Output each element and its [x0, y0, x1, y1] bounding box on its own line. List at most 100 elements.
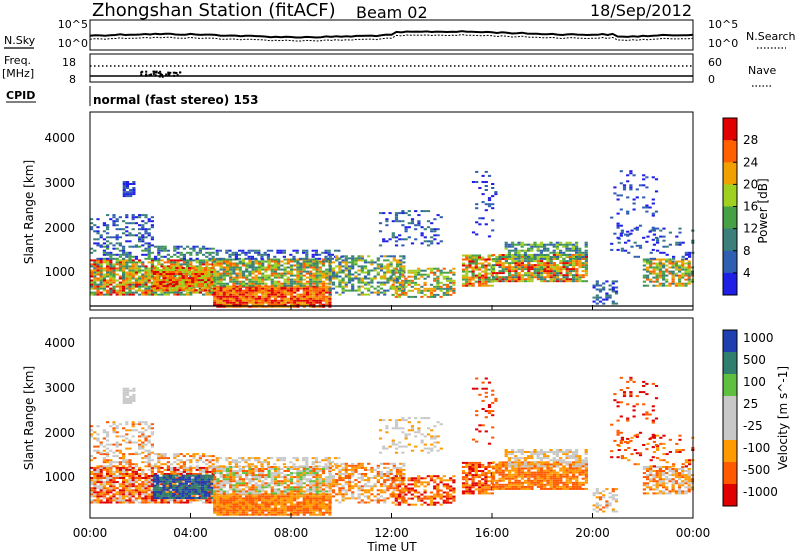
power-cell [378, 244, 383, 247]
power-cell [112, 216, 116, 219]
power-cell [318, 285, 322, 288]
velocity-cell [219, 511, 223, 514]
power-cell [267, 287, 271, 290]
power-cell [671, 278, 675, 281]
power-cell [181, 287, 185, 290]
power-cell [93, 249, 97, 252]
power-cell [423, 293, 427, 296]
power-cell [474, 264, 478, 267]
velocity-cell [141, 461, 145, 464]
power-cell [182, 247, 186, 250]
power-cell [261, 262, 265, 265]
power-cell [188, 269, 192, 271]
velocity-cell [219, 509, 223, 512]
power-cell [533, 268, 537, 271]
power-cell [439, 287, 443, 290]
velocity-cell [93, 449, 97, 452]
power-cell [312, 264, 316, 267]
velocity-cell [99, 493, 103, 496]
power-cell [559, 241, 563, 244]
power-cell [264, 276, 268, 279]
power-cell [302, 270, 306, 273]
power-cell [484, 209, 488, 212]
velocity-cell [195, 499, 199, 502]
velocity-cell [125, 429, 129, 432]
velocity-cell [118, 463, 122, 466]
power-cell [264, 297, 268, 300]
power-cell [584, 262, 588, 265]
power-cell [160, 275, 164, 278]
velocity-cell [112, 477, 116, 479]
velocity-cell [112, 461, 116, 464]
power-cell [620, 231, 624, 234]
power-cell [118, 287, 122, 290]
power-cell [452, 289, 456, 292]
power-cell [147, 275, 151, 278]
power-cell [194, 289, 198, 292]
power-cell [351, 285, 355, 288]
velocity-cell [90, 455, 94, 458]
power-cell [318, 280, 322, 283]
power-cell [552, 272, 556, 275]
power-cell [309, 293, 313, 296]
power-cell [131, 291, 135, 294]
power-cell [379, 277, 384, 280]
power-cell [150, 261, 154, 264]
power-cell [115, 261, 119, 264]
power-cell [474, 260, 478, 263]
velocity-cell [128, 487, 132, 490]
velocity-cell [222, 503, 226, 506]
power-cell [347, 261, 352, 264]
velocity-cell [150, 431, 154, 434]
power-cell [309, 272, 313, 275]
power-cell [654, 236, 659, 239]
velocity-cell [170, 489, 174, 492]
power-cell [232, 282, 236, 285]
velocity-cell [176, 468, 180, 471]
power-cell [213, 276, 217, 279]
power-cell [277, 287, 281, 290]
freq-point [154, 74, 157, 77]
power-cell [373, 277, 377, 280]
power-cell [289, 297, 294, 300]
velocity-cell [200, 497, 204, 499]
power-cell [385, 224, 389, 227]
power-cell [328, 279, 332, 282]
power-cell [96, 232, 100, 235]
velocity-cell [150, 423, 154, 426]
power-cell [681, 276, 685, 279]
power-cell [241, 258, 246, 261]
power-cell [273, 293, 278, 296]
velocity-cell [197, 474, 201, 477]
power-cell [286, 284, 290, 287]
velocity-cell [178, 486, 182, 489]
power-cell [298, 257, 302, 260]
power-cell [530, 278, 534, 281]
velocity-cell [210, 492, 214, 495]
power-cell [96, 273, 100, 276]
power-cell [527, 266, 531, 269]
power-cell [487, 262, 491, 265]
power-cell [391, 285, 395, 288]
velocity-cell [205, 468, 209, 471]
power-cell [261, 278, 265, 281]
power-cell [286, 301, 290, 304]
power-cell [498, 278, 502, 281]
freq-point [176, 74, 179, 77]
power-cell [163, 247, 167, 250]
power-cell [552, 264, 556, 267]
power-cell [687, 264, 691, 267]
power-cell [261, 264, 265, 267]
power-cell [302, 260, 306, 263]
velocity-cell [184, 486, 188, 489]
velocity-cell [157, 470, 161, 473]
power-cell [299, 276, 303, 279]
velocity-cell [128, 465, 132, 468]
power-cell [321, 303, 326, 306]
power-cell [168, 267, 172, 269]
power-cell [671, 280, 675, 283]
power-cell [222, 266, 226, 269]
velocity-cell [181, 492, 185, 495]
power-cell [533, 253, 537, 256]
velocity-cell [96, 487, 100, 490]
